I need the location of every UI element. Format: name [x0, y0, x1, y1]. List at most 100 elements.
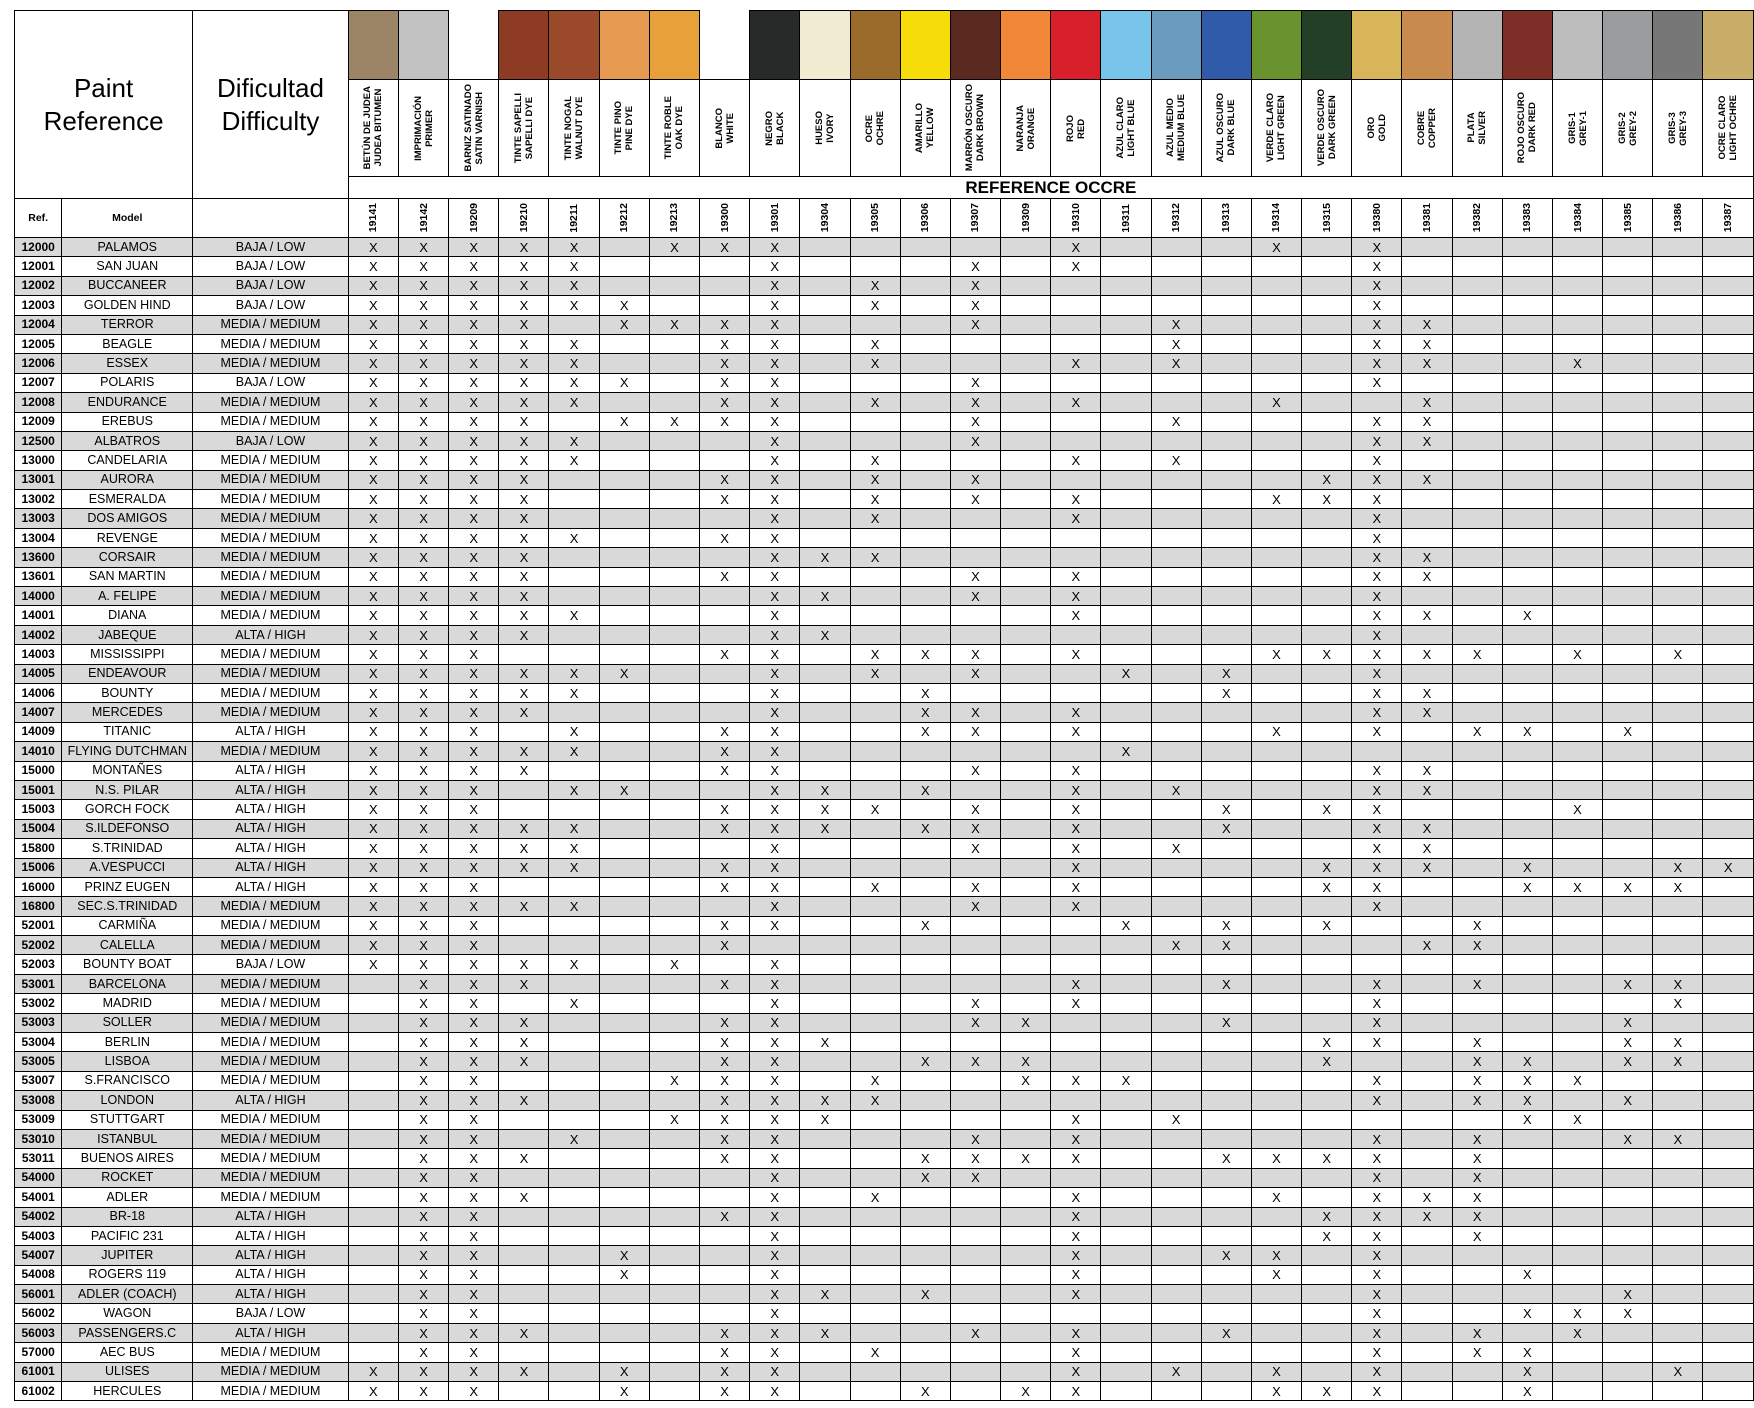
mark-cell-19309 — [1000, 1322, 1052, 1344]
mark-cell-19307 — [949, 973, 1002, 995]
mark-cell-19300: X — [698, 857, 751, 878]
mark-cell-19300: X — [698, 973, 751, 995]
mark-cell-19310: X — [1050, 779, 1102, 801]
mark-cell-19383 — [1501, 1012, 1553, 1034]
mark-cell-19311 — [1100, 547, 1152, 568]
mark-cell-19381 — [1401, 450, 1453, 471]
mark-cell-19212 — [598, 275, 650, 297]
mark-cell-19383 — [1501, 256, 1553, 277]
mark-cell-19385 — [1602, 295, 1654, 316]
table-row: 56002 WAGON BAJA / LOW X X X X X X X — [13, 1303, 1754, 1324]
mark-cell-19313 — [1200, 295, 1252, 316]
mark-cell-19142: X — [397, 741, 450, 762]
mark-cell-19142: X — [397, 993, 450, 1014]
model-cell: MONTAÑES — [61, 760, 194, 781]
mark-cell-19305 — [849, 896, 901, 917]
mark-cell-19141 — [347, 993, 399, 1014]
mark-cell-19309 — [1000, 333, 1052, 355]
mark-cell-19385 — [1602, 489, 1654, 510]
mark-cell-19309 — [1000, 1361, 1052, 1383]
mark-cell-19386 — [1652, 702, 1704, 723]
mark-cell-19382 — [1451, 411, 1503, 432]
mark-cell-19304 — [799, 508, 851, 529]
mark-cell-19300 — [698, 993, 751, 1014]
mark-cell-19309 — [1000, 973, 1052, 995]
mark-cell-19311 — [1100, 508, 1152, 529]
mark-cell-19305: X — [849, 1187, 901, 1208]
mark-cell-19311: X — [1100, 741, 1152, 762]
mark-cell-19211 — [548, 644, 600, 665]
mark-cell-19212 — [598, 741, 650, 762]
mark-cell-19313 — [1200, 1206, 1252, 1227]
mark-cell-19312 — [1150, 527, 1202, 549]
mark-cell-19384 — [1551, 838, 1604, 859]
mark-cell-19387 — [1702, 295, 1754, 316]
mark-cell-19142: X — [397, 876, 450, 898]
mark-cell-19304 — [799, 295, 851, 316]
color-name-19311: AZUL CLARO LIGHT BLUE — [1100, 79, 1152, 177]
color-code-19384: 19384 — [1551, 198, 1604, 238]
table-row: 56003 PASSENGERS.C ALTA / HIGH X X X X X X X X X X X X — [13, 1322, 1754, 1344]
mark-cell-19314 — [1250, 973, 1303, 995]
mark-cell-19211 — [548, 1148, 600, 1169]
mark-cell-19142: X — [397, 644, 450, 665]
mark-cell-19213 — [648, 993, 701, 1014]
model-cell: SEC.S.TRINIDAD — [61, 896, 194, 917]
mark-cell-19305 — [849, 1032, 901, 1053]
mark-cell-19382 — [1451, 799, 1503, 820]
color-code-19313: 19313 — [1200, 198, 1252, 238]
mark-cell-19210 — [498, 1070, 550, 1092]
mark-cell-19382 — [1451, 353, 1503, 374]
mark-cell-19209: X — [448, 372, 500, 394]
mark-cell-19300: X — [698, 333, 751, 355]
mark-cell-19211 — [548, 760, 600, 781]
mark-cell-19141: X — [347, 682, 399, 704]
mark-cell-19312 — [1150, 1090, 1202, 1111]
mark-cell-19386 — [1652, 1264, 1704, 1286]
mark-cell-19212: X — [598, 779, 650, 801]
mark-cell-19311 — [1100, 527, 1152, 549]
difficulty-cell: ALTA / HIGH — [192, 1206, 349, 1227]
mark-cell-19314: X — [1250, 1264, 1303, 1286]
color-name-text: AZUL CLARO LIGHT BLUE — [1114, 97, 1137, 159]
model-cell: A. FELIPE — [61, 586, 194, 607]
mark-cell-19310: X — [1050, 392, 1102, 413]
mark-cell-19382: X — [1451, 1167, 1503, 1189]
mark-cell-19310: X — [1050, 1148, 1102, 1169]
mark-cell-19383 — [1501, 333, 1553, 355]
mark-cell-19385: X — [1602, 876, 1654, 898]
mark-cell-19306: X — [899, 818, 951, 840]
mark-cell-19310: X — [1050, 857, 1102, 878]
mark-cell-19213 — [648, 353, 701, 374]
mark-cell-19310 — [1050, 275, 1102, 297]
mark-cell-19142: X — [397, 508, 450, 529]
mark-cell-19382 — [1451, 1245, 1503, 1266]
mark-cell-19301: X — [749, 1206, 801, 1227]
mark-cell-19301: X — [749, 566, 801, 588]
mark-cell-19307 — [949, 333, 1002, 355]
model-cell: SAN JUAN — [61, 256, 194, 277]
mark-cell-19212 — [598, 333, 650, 355]
model-cell: ULISES — [61, 1361, 194, 1383]
color-code-text: 19315 — [1320, 203, 1333, 233]
mark-cell-19210: X — [498, 973, 550, 995]
mark-cell-19212 — [598, 469, 650, 491]
mark-cell-19301: X — [749, 1109, 801, 1130]
mark-cell-19213 — [648, 1128, 701, 1150]
mark-cell-19307: X — [949, 663, 1002, 684]
mark-cell-19210 — [498, 1381, 550, 1402]
mark-cell-19141: X — [347, 760, 399, 781]
mark-cell-19383: X — [1501, 1264, 1553, 1286]
mark-cell-19211 — [548, 1342, 600, 1363]
mark-cell-19384 — [1551, 741, 1604, 762]
color-swatch-19380 — [1351, 10, 1403, 80]
mark-cell-19213: X — [648, 236, 701, 258]
mark-cell-19310 — [1050, 295, 1102, 316]
mark-cell-19312: X — [1150, 838, 1202, 859]
mark-cell-19306 — [899, 1322, 951, 1344]
mark-cell-19312 — [1150, 236, 1202, 258]
ref-cell: 14006 — [13, 682, 63, 704]
mark-cell-19306 — [899, 1206, 951, 1227]
mark-cell-19213 — [648, 973, 701, 995]
mark-cell-19210: X — [498, 275, 550, 297]
